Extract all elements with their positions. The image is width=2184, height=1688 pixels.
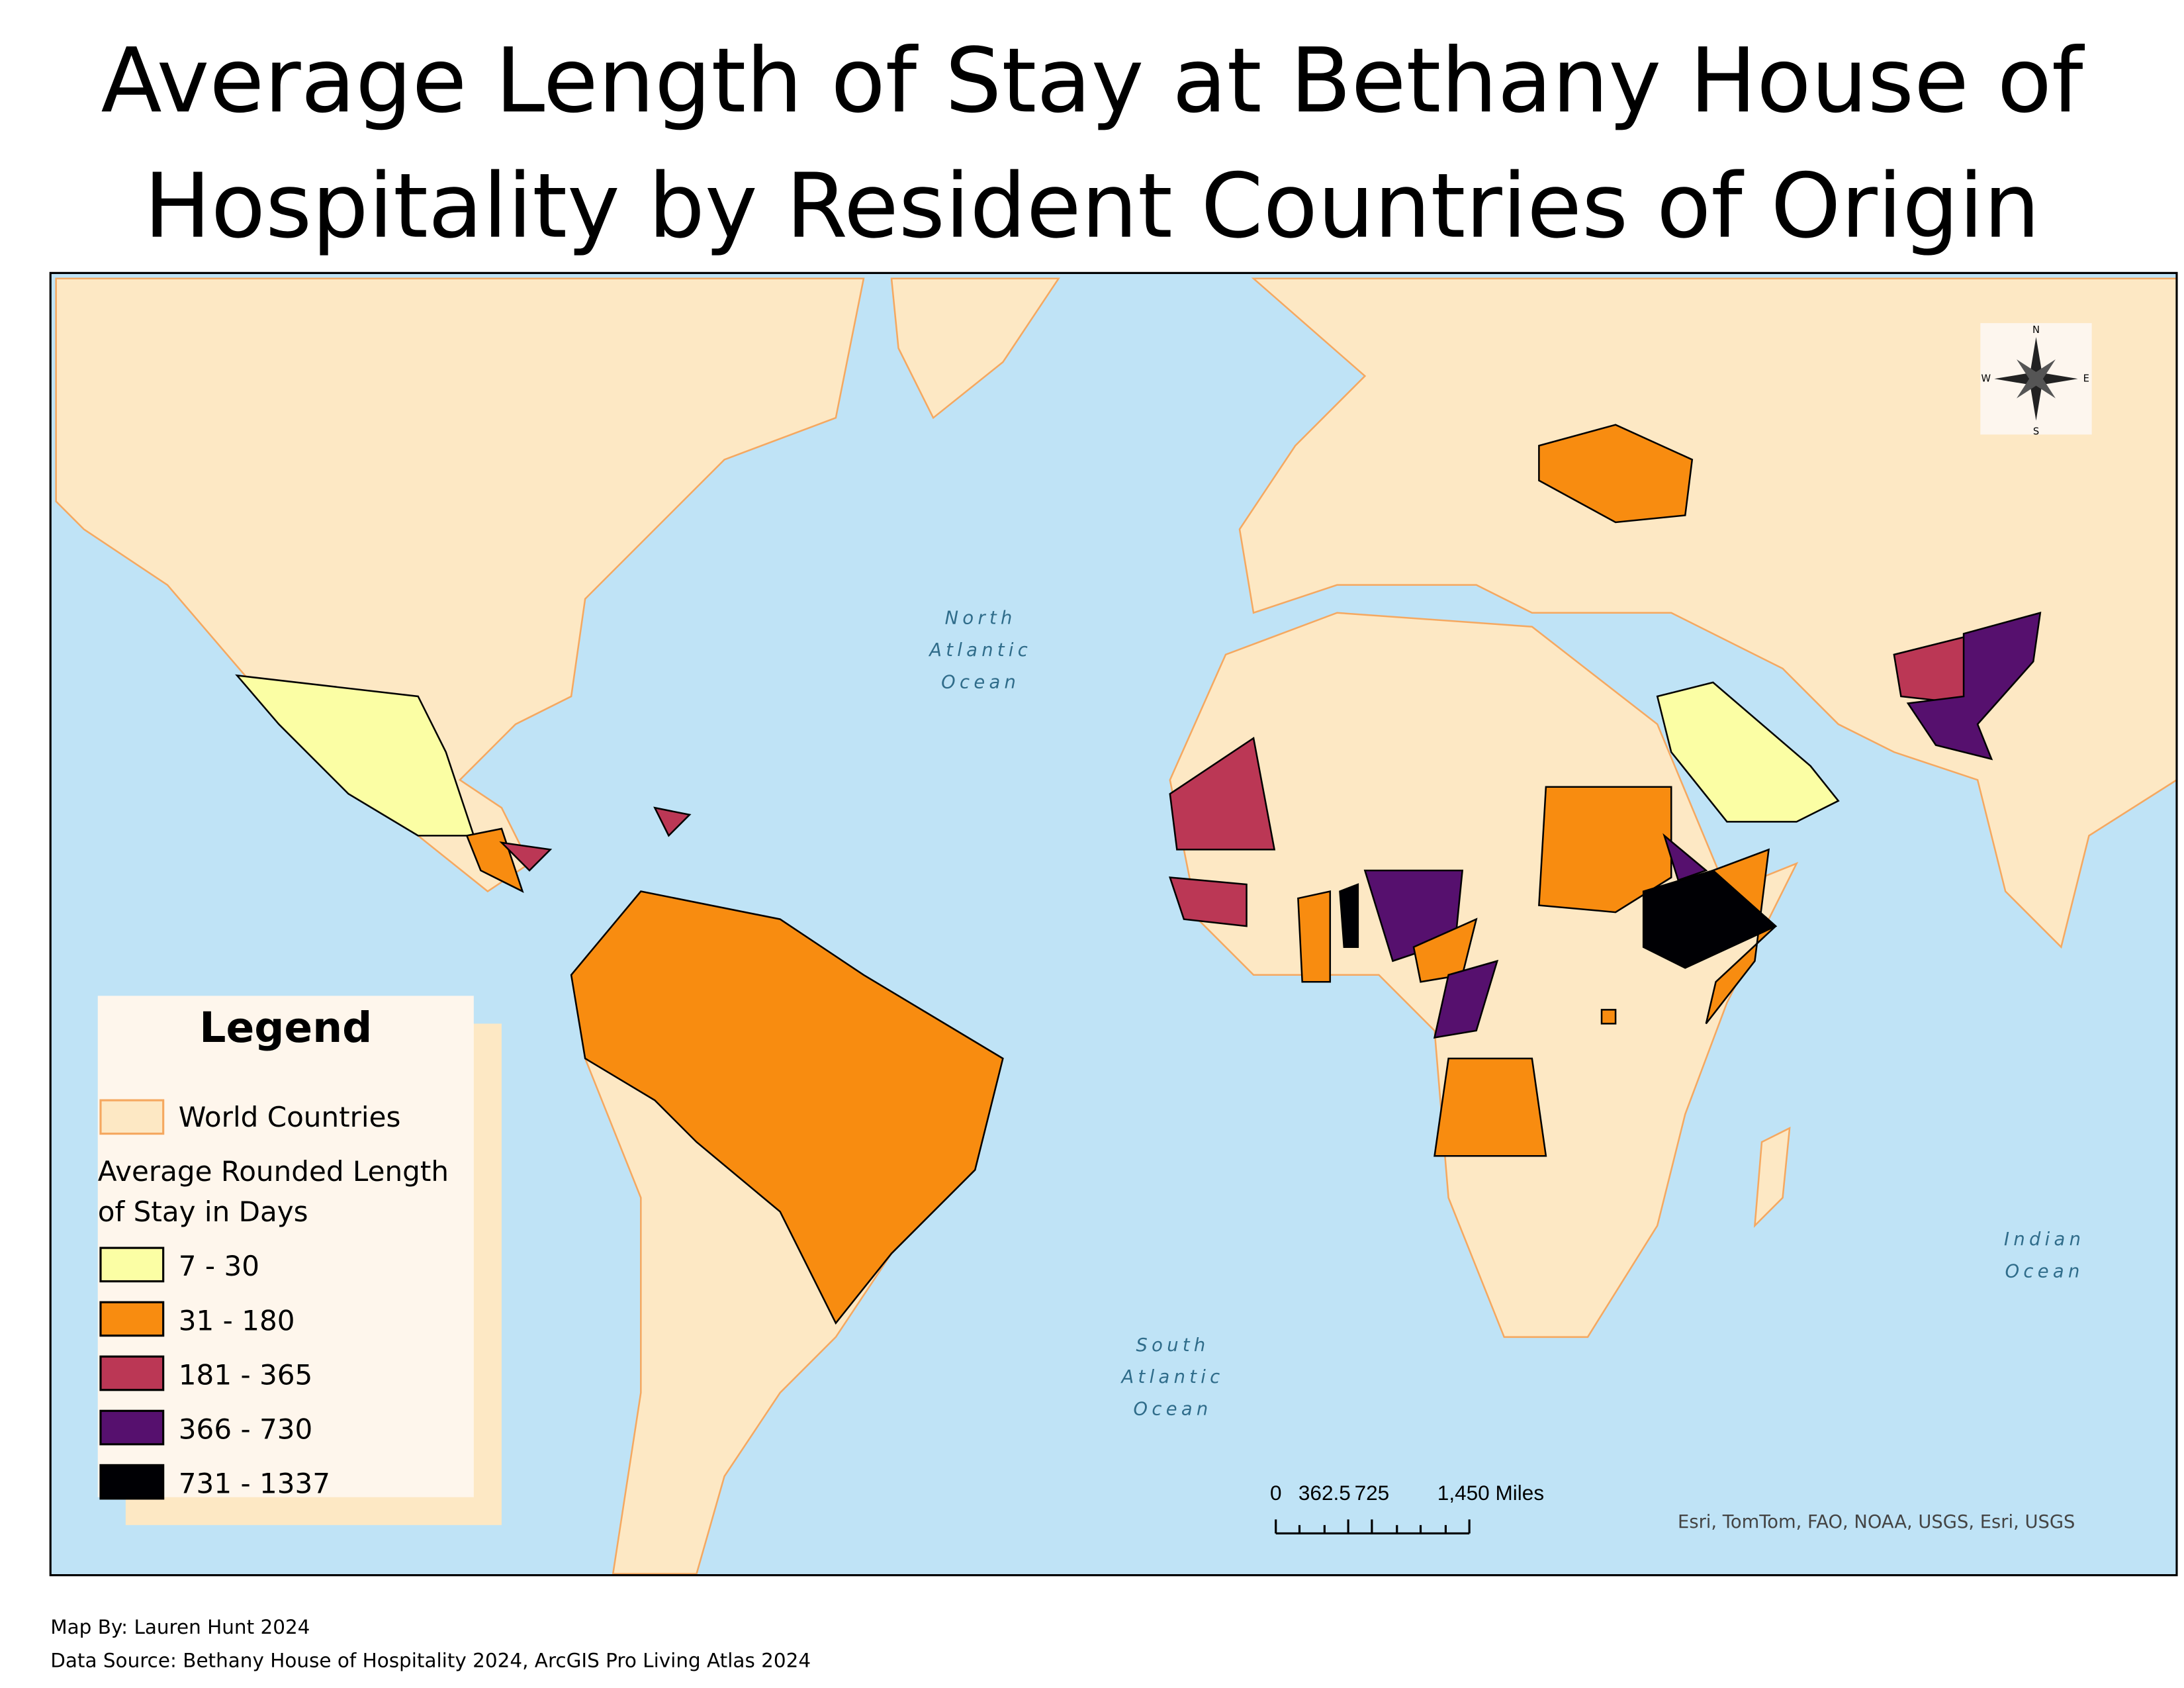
ocean-label: Ocean [1134,1399,1212,1420]
compass-letter: N [2032,324,2040,336]
scale-label: 0 [1270,1481,1282,1505]
map: North Atlantic Ocean South Atlantic Ocean Indi… [50,273,2177,1575]
legend-swatch [99,1099,165,1135]
country [235,674,475,837]
scale-label: 1,450 Miles [1437,1481,1544,1505]
country [1600,1009,1617,1025]
legend-label: World Countries [179,1101,401,1133]
country [1906,612,2042,761]
legend-swatch [99,1409,165,1446]
country [1433,959,1499,1039]
attribution: Esri, TomTom, FAO, NOAA, USGS, Esri, USG… [1678,1512,2075,1532]
ocean-label: North [945,608,1017,629]
country [1339,883,1359,948]
country [1169,736,1276,851]
country [1169,876,1248,927]
compass-letter: S [2033,426,2039,437]
scale-label: 725 [1355,1481,1390,1505]
legend-swatch [99,1464,165,1500]
compass-star [2017,359,2056,399]
country [1656,681,1840,823]
legend-subtitle: Average Rounded Length [98,1155,449,1188]
legend-label: 731 - 1337 [179,1467,330,1499]
legend-label: 7 - 30 [179,1250,259,1282]
scale-bar [1275,1519,1471,1535]
country [570,890,1004,1325]
footer-line: Map By: Lauren Hunt 2024 [50,1616,310,1638]
country [1662,833,1708,882]
country [1538,424,1694,524]
title-line: Hospitality by Resident Countries of Ori… [144,154,2040,258]
land-madagascar [1753,1127,1791,1228]
legend-subtitle: of Stay in Days [98,1196,308,1228]
compass-letter: W [1981,373,1991,384]
ocean-label: Ocean [941,672,1020,692]
title-line: Average Length of Stay at Bethany House … [101,28,2085,132]
ocean-label: Ocean [2005,1261,2084,1282]
compass-letter: E [2083,373,2089,384]
footer-line: Data Source: Bethany House of Hospitalit… [50,1649,811,1671]
legend-label: 366 - 730 [179,1413,313,1445]
country [1433,1057,1547,1157]
legend-label: 181 - 365 [179,1358,313,1391]
country [1642,869,1778,969]
scale-label: 362.5 [1298,1481,1351,1505]
country [1297,890,1332,983]
legend-classes: 7 - 30 31 - 180 181 - 365 366 - 730 731 - 13… [99,1246,330,1500]
legend-swatch [99,1301,165,1337]
ocean-label: South [1136,1335,1210,1356]
compass-rose: N E S W [1981,324,2089,438]
ocean-labels: North Atlantic Ocean South Atlantic Ocean Indi… [928,608,2085,1420]
classed-countries [235,424,2042,1325]
land-greenland [890,277,1060,420]
legend-title: Legend [199,1003,372,1052]
ocean-label: Atlantic [1120,1367,1224,1387]
ocean-label: Indian [2004,1229,2085,1250]
country [499,841,553,872]
legend-swatch [99,1355,165,1391]
legend-label: 31 - 180 [179,1304,295,1336]
country [653,806,692,837]
legend-swatch [99,1246,165,1283]
country [465,827,524,894]
map-frame [49,271,2178,1577]
ocean-label: Atlantic [928,640,1032,661]
land-north-america [55,277,865,893]
land-eurasia [1238,277,2177,949]
